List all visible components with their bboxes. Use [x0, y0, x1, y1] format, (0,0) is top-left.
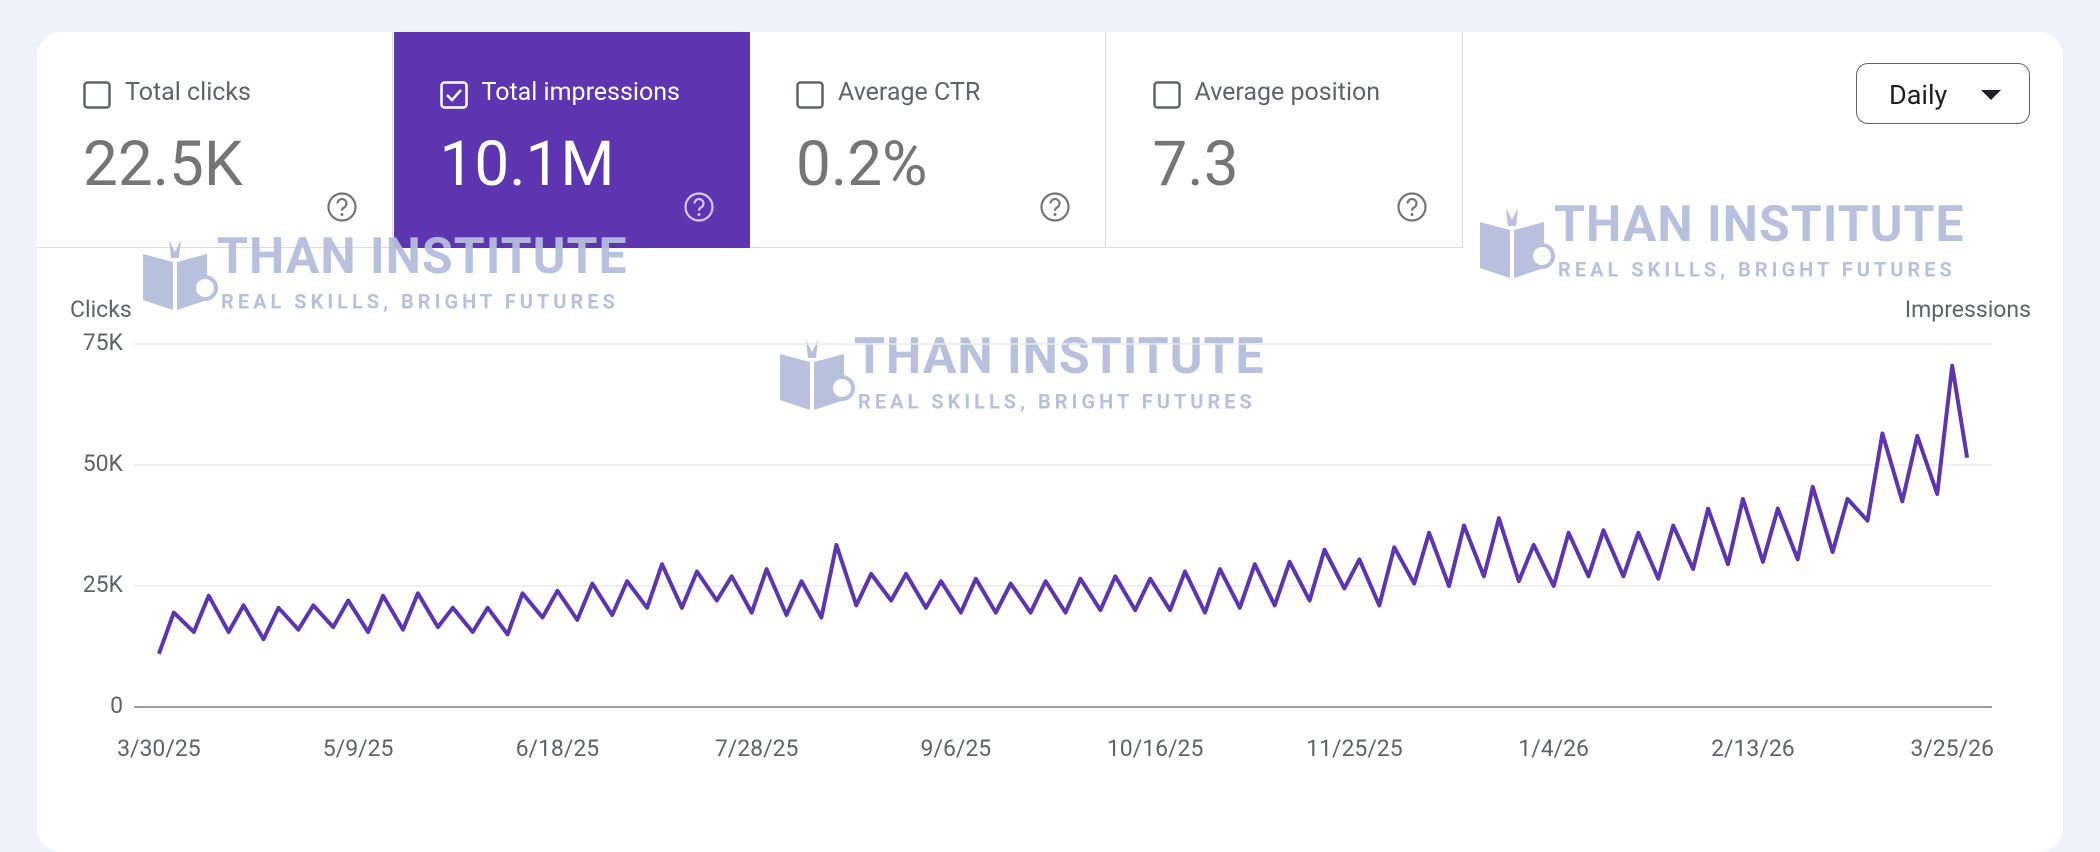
help-dot	[340, 213, 344, 216]
dropdown-label: Daily	[1889, 79, 1948, 111]
watermark: THAN INSTITUTE REAL SKILLS, BRIGHT FUTURE…	[780, 328, 1265, 413]
checkbox-frame	[83, 81, 111, 109]
help-mark	[692, 197, 705, 211]
x-tick-label: 3/30/25	[117, 735, 201, 762]
y-axis-title: Clicks	[70, 296, 132, 323]
chart: THAN INSTITUTE REAL SKILLS, BRIGHT FUTURE…	[70, 196, 2031, 762]
watermark: THAN INSTITUTE REAL SKILLS, BRIGHT FUTURE…	[143, 228, 628, 313]
checkmark	[445, 89, 462, 102]
watermark-book	[143, 240, 207, 310]
watermark-gear	[829, 375, 855, 401]
help-circle	[683, 192, 714, 222]
y-tick-label: 25K	[83, 571, 124, 598]
x-tick-label: 11/25/25	[1306, 735, 1403, 762]
help-mark	[336, 197, 348, 211]
metric-card[interactable]: Total impressions 10.1M	[393, 32, 750, 248]
help-dot	[1410, 213, 1413, 216]
help-icon	[327, 192, 357, 222]
metric-value: 0.2%	[796, 128, 928, 201]
help-icon	[683, 192, 714, 222]
y-tick-label: 75K	[83, 329, 124, 356]
y-tick-label: 0	[110, 692, 123, 719]
metric-title: Average CTR	[838, 78, 981, 107]
x-tick-label: 6/18/25	[516, 735, 600, 762]
help-mark	[1405, 197, 1418, 211]
x-tick-label: 3/25/26	[1910, 735, 1994, 762]
watermark-gear	[192, 275, 218, 301]
x-tick-label: 1/4/26	[1518, 735, 1589, 762]
watermark-title: THAN INSTITUTE	[854, 328, 1265, 386]
watermark-tagline: REAL SKILLS, BRIGHT FUTURES	[858, 389, 1256, 413]
help-circle	[327, 192, 357, 222]
help-mark	[1049, 197, 1061, 211]
checkbox-frame	[796, 81, 824, 109]
help-dot	[1053, 213, 1057, 216]
help-circle	[1040, 192, 1070, 222]
watermark-book	[1480, 208, 1544, 278]
x-tick-label: 10/16/25	[1107, 735, 1204, 762]
line-series	[157, 363, 1970, 655]
y-tick-label: 50K	[83, 450, 124, 477]
checkbox	[439, 81, 468, 109]
x-tick-label: 2/13/26	[1711, 735, 1795, 762]
watermark-tagline: REAL SKILLS, BRIGHT FUTURES	[221, 289, 619, 313]
metric-title: Total clicks	[125, 78, 251, 107]
help-icon	[1040, 192, 1070, 222]
metric-card[interactable]: Average CTR 0.2%	[750, 32, 1106, 248]
help-dot	[697, 213, 700, 216]
checkbox	[1152, 81, 1181, 109]
granularity-dropdown[interactable]: Daily	[1856, 63, 2030, 124]
checkbox	[796, 81, 824, 109]
watermark-gear	[1529, 243, 1555, 269]
checkbox-frame	[1152, 81, 1181, 109]
y2-axis-title: Impressions	[1905, 296, 2031, 323]
watermark: THAN INSTITUTE REAL SKILLS, BRIGHT FUTURE…	[1480, 196, 1965, 281]
checkbox	[83, 81, 111, 109]
help-circle	[1396, 192, 1427, 222]
metric-value: 7.3	[1152, 128, 1239, 201]
metric-card[interactable]: Total clicks 22.5K	[37, 32, 393, 248]
watermark-tagline: REAL SKILLS, BRIGHT FUTURES	[1558, 257, 1956, 281]
x-tick-label: 9/6/25	[921, 735, 992, 762]
help-icon	[1396, 192, 1427, 222]
watermark-book	[780, 340, 844, 410]
watermark-title: THAN INSTITUTE	[1554, 196, 1965, 254]
checkbox-frame	[439, 81, 468, 109]
metric-title: Average position	[1194, 78, 1381, 107]
page: Total clicks 22.5K Total impressions 10.1M A…	[37, 32, 2063, 852]
watermarks: THAN INSTITUTE REAL SKILLS, BRIGHT FUTURE…	[143, 196, 1965, 413]
watermark-title: THAN INSTITUTE	[217, 228, 628, 286]
performance-panel: Total clicks 22.5K Total impressions 10.1M A…	[37, 32, 2063, 852]
metric-title: Total impressions	[481, 78, 680, 107]
metric-value: 22.5K	[83, 128, 243, 201]
dropdown-arrow	[1981, 90, 2001, 100]
x-tick-label: 5/9/25	[323, 735, 394, 762]
metric-card[interactable]: Average position 7.3	[1106, 32, 1463, 248]
metric-value: 10.1M	[439, 128, 615, 201]
x-tick-label: 7/28/25	[715, 735, 799, 762]
